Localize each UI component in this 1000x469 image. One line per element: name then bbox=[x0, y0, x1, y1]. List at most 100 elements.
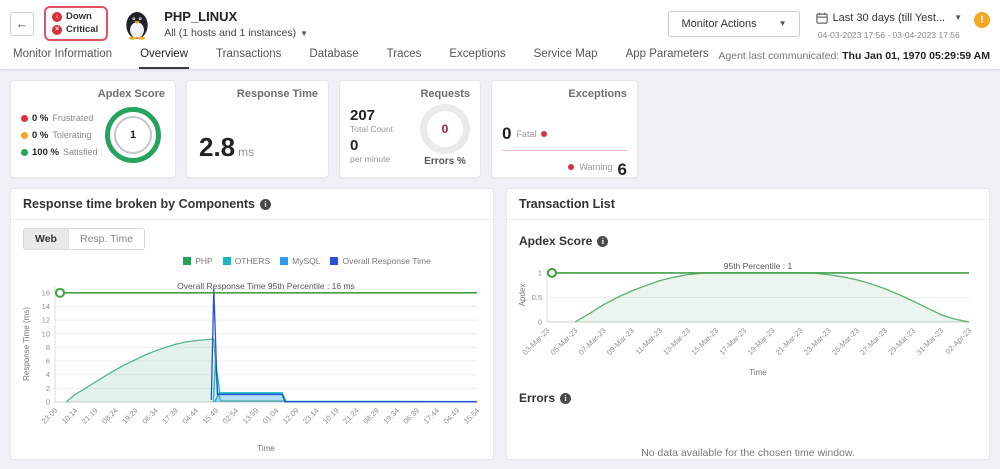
svg-text:Overall Response Time 95th Per: Overall Response Time 95th Percentile : … bbox=[177, 281, 355, 291]
tab-overview[interactable]: Overview bbox=[139, 43, 190, 69]
svg-text:6: 6 bbox=[46, 357, 50, 366]
status-critical-label: Critical bbox=[66, 24, 99, 35]
card-title: Exceptions bbox=[568, 88, 627, 100]
errors-section-title: Errors bbox=[519, 391, 556, 405]
requests-per-minute-label: per minute bbox=[350, 154, 391, 164]
app-header: ← ↓ Down × Critical bbox=[0, 0, 1000, 70]
svg-text:08:29: 08:29 bbox=[361, 406, 381, 426]
svg-text:02:54: 02:54 bbox=[221, 406, 241, 426]
apdex-gauge: 1 bbox=[105, 107, 161, 163]
svg-text:0: 0 bbox=[538, 318, 542, 327]
svg-text:12:09: 12:09 bbox=[281, 406, 301, 426]
svg-text:06:39: 06:39 bbox=[401, 406, 421, 426]
time-range-dropdown[interactable]: Last 30 days (till Yest... ▼ bbox=[814, 8, 964, 28]
svg-text:21:24: 21:24 bbox=[341, 406, 361, 426]
info-icon[interactable]: i bbox=[560, 392, 572, 404]
svg-text:08:24: 08:24 bbox=[100, 406, 120, 426]
info-icon[interactable]: i bbox=[597, 235, 609, 247]
svg-text:04:44: 04:44 bbox=[180, 406, 200, 426]
svg-text:21-Mar-23: 21-Mar-23 bbox=[774, 326, 805, 357]
svg-text:07-Mar-23: 07-Mar-23 bbox=[577, 326, 608, 357]
calendar-icon bbox=[815, 12, 828, 24]
status-down-label: Down bbox=[66, 11, 92, 22]
exceptions-divider bbox=[502, 150, 627, 151]
svg-text:2: 2 bbox=[46, 384, 50, 393]
tab-transactions[interactable]: Transactions bbox=[216, 48, 282, 60]
svg-text:12: 12 bbox=[42, 316, 50, 325]
svg-text:17-Mar-23: 17-Mar-23 bbox=[718, 326, 749, 357]
apdex-score-card: Apdex Score 0 % Frustrated 0 % Tolerating 10… bbox=[10, 80, 176, 178]
tab-app-parameters[interactable]: App Parameters bbox=[625, 48, 709, 60]
alert-warning-icon[interactable]: ! bbox=[974, 12, 990, 28]
svg-text:11-Mar-23: 11-Mar-23 bbox=[634, 326, 664, 356]
tab-exceptions[interactable]: Exceptions bbox=[449, 48, 506, 60]
svg-text:19:34: 19:34 bbox=[381, 406, 401, 426]
svg-text:01:04: 01:04 bbox=[261, 406, 281, 426]
tab-database[interactable]: Database bbox=[309, 48, 359, 60]
apdex-score-chart: 0 0.5 1 03-Mar-2305-Mar-2307-Mar-2309-Mar-2… bbox=[518, 261, 973, 377]
svg-text:29-Mar-23: 29-Mar-23 bbox=[886, 326, 917, 357]
svg-text:8: 8 bbox=[46, 343, 50, 352]
svg-text:Response Time (ms): Response Time (ms) bbox=[22, 307, 31, 381]
svg-text:Time: Time bbox=[257, 444, 275, 453]
time-range-detail: 04-03-2023 17:56 - 03-04-2023 17:56 bbox=[817, 29, 960, 40]
apdex-legend-item: 100 % Satisfied bbox=[21, 147, 97, 158]
fatal-dot-icon bbox=[541, 131, 548, 137]
chart-legend-item[interactable]: PHP bbox=[183, 256, 213, 266]
apdex-legend-item: 0 % Tolerating bbox=[21, 130, 97, 141]
svg-text:04:49: 04:49 bbox=[442, 406, 462, 426]
svg-text:13:59: 13:59 bbox=[241, 406, 261, 426]
fatal-value: 0 bbox=[502, 124, 512, 143]
tab-traces[interactable]: Traces bbox=[386, 48, 422, 60]
chevron-down-icon: ▼ bbox=[778, 19, 787, 28]
agent-last-communicated: Agent last communicated: Thu Jan 01, 197… bbox=[718, 50, 990, 69]
back-button[interactable]: ← bbox=[10, 11, 34, 36]
legend-dot-icon bbox=[21, 148, 28, 156]
apdex-gauge-value: 1 bbox=[114, 116, 152, 154]
svg-text:05-Mar-23: 05-Mar-23 bbox=[549, 326, 580, 357]
chevron-down-icon: ▼ bbox=[300, 28, 309, 38]
fatal-label: Fatal bbox=[516, 129, 537, 139]
legend-swatch-icon bbox=[222, 257, 231, 265]
toggle-web[interactable]: Web bbox=[24, 229, 68, 249]
svg-text:10:14: 10:14 bbox=[60, 406, 80, 426]
monitor-actions-button[interactable]: Monitor Actions ▼ bbox=[668, 10, 800, 37]
down-arrow-icon: ↓ bbox=[52, 11, 62, 22]
card-title: Response Time bbox=[236, 88, 318, 100]
chevron-down-icon: ▼ bbox=[954, 13, 962, 22]
svg-text:06:34: 06:34 bbox=[140, 406, 160, 426]
svg-text:03-Mar-23: 03-Mar-23 bbox=[521, 326, 552, 357]
response-time-card: Response Time 2.8 ms bbox=[186, 80, 329, 178]
svg-text:31-Mar-23: 31-Mar-23 bbox=[914, 326, 945, 357]
chart-legend-item[interactable]: Overall Response Time bbox=[330, 256, 431, 266]
svg-text:13-Mar-23: 13-Mar-23 bbox=[661, 326, 692, 357]
warning-value: 6 bbox=[617, 160, 627, 179]
tab-service-map[interactable]: Service Map bbox=[533, 48, 598, 60]
card-title: Apdex Score bbox=[97, 88, 165, 100]
penguin-icon bbox=[126, 11, 148, 40]
status-critical: × Critical bbox=[52, 23, 98, 36]
svg-text:23:09: 23:09 bbox=[40, 406, 60, 426]
chart-legend-item[interactable]: OTHERS bbox=[222, 256, 270, 266]
requests-card: Requests 207 Total Count 0 per minute 0 … bbox=[339, 80, 481, 178]
svg-text:27-Mar-23: 27-Mar-23 bbox=[858, 326, 889, 357]
apdex-legend: 0 % Frustrated 0 % Tolerating 100 % Satisfied bbox=[21, 113, 97, 158]
instance-selector-dropdown[interactable]: All (1 hosts and 1 instances) ▼ bbox=[164, 27, 308, 39]
svg-text:19-Mar-23: 19-Mar-23 bbox=[746, 326, 777, 357]
svg-text:1: 1 bbox=[538, 268, 542, 277]
components-chart-legend: PHP OTHERS MySQL Overall Response Time bbox=[21, 256, 483, 266]
svg-text:10: 10 bbox=[42, 329, 50, 338]
card-title: Requests bbox=[420, 88, 470, 100]
svg-text:19:29: 19:29 bbox=[120, 406, 140, 426]
toggle-resp-time[interactable]: Resp. Time bbox=[67, 229, 145, 249]
tab-monitor-information[interactable]: Monitor Information bbox=[13, 48, 113, 60]
svg-text:95th Percentile : 1: 95th Percentile : 1 bbox=[724, 261, 793, 271]
info-icon[interactable]: i bbox=[259, 198, 271, 210]
panel-title: Response time broken by Components bbox=[23, 197, 255, 211]
chart-legend-item[interactable]: MySQL bbox=[280, 256, 320, 266]
tab-bar: Monitor Information Overview Transactions D… bbox=[10, 43, 712, 69]
svg-text:16: 16 bbox=[42, 288, 50, 297]
legend-swatch-icon bbox=[330, 257, 339, 265]
transaction-list-panel: Transaction List Apdex Score i 0 0.5 1 03-M… bbox=[506, 188, 990, 460]
svg-text:25-Mar-23: 25-Mar-23 bbox=[830, 326, 861, 357]
